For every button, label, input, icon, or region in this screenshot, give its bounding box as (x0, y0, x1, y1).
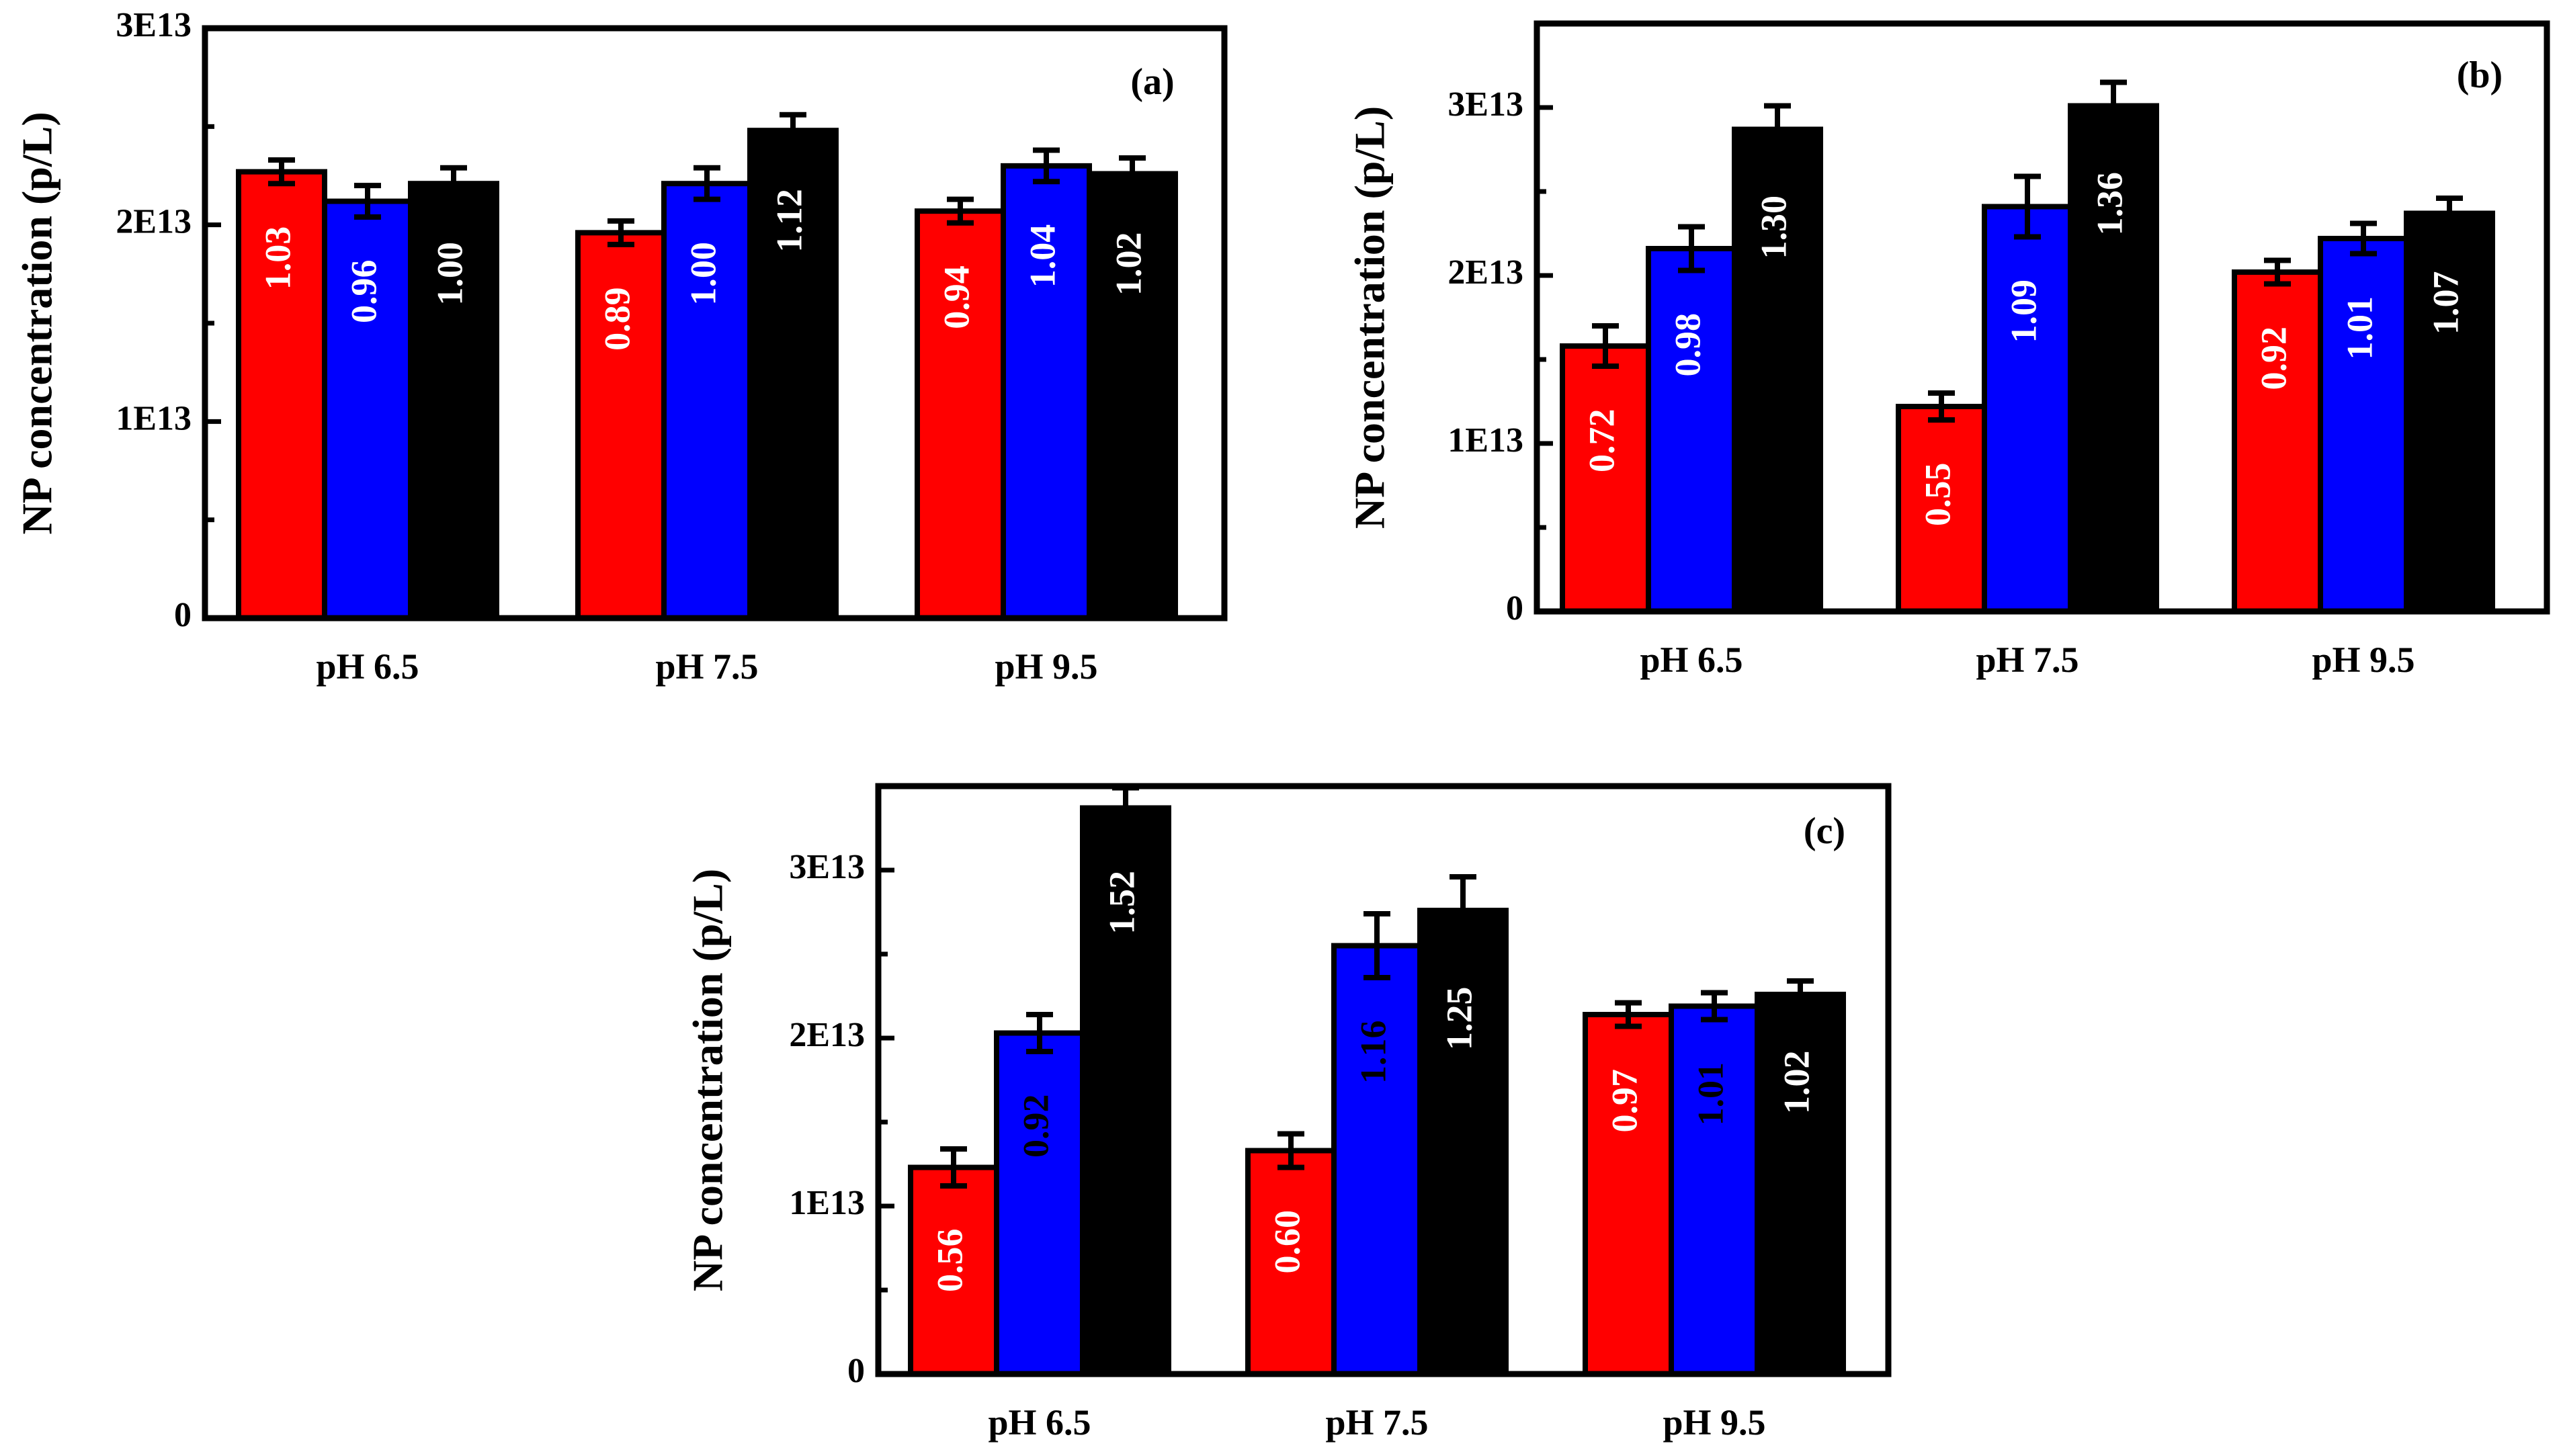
bar (1896, 404, 1987, 614)
panel-tag: (c) (1804, 810, 1845, 852)
bar (1646, 246, 1737, 614)
bar-value-label: 0.94 (936, 265, 976, 329)
bar-value-label: 1.07 (2425, 271, 2466, 335)
y-tick-label: 2E13 (1447, 253, 1523, 292)
panel-tag: (b) (2457, 54, 2503, 96)
y-tick-label: 2E13 (116, 203, 192, 241)
y-tick-label: 2E13 (789, 1016, 865, 1054)
bar (408, 181, 499, 621)
bar-value-label: 0.72 (1581, 409, 1622, 473)
bar-value-label: 1.01 (1690, 1062, 1730, 1126)
x-category-label: pH 6.5 (1640, 640, 1743, 680)
bar-value-label: 1.00 (683, 242, 723, 306)
bar-value-label: 1.00 (429, 242, 470, 306)
axes-frame (1534, 20, 2550, 615)
bar-value-label: 0.55 (1917, 463, 1958, 527)
y-tick-label: 1E13 (116, 399, 192, 437)
y-tick-label: 1E13 (1447, 421, 1523, 460)
bar (236, 169, 327, 621)
y-tick-label: 0 (847, 1352, 865, 1390)
bar-value-label: 1.16 (1353, 1021, 1393, 1084)
y-tick-label: 0 (174, 596, 192, 634)
bar-value-label: 1.02 (1108, 232, 1148, 296)
bar-value-label: 0.96 (343, 259, 384, 323)
bar-value-label: 1.02 (1776, 1051, 1816, 1115)
bar (2404, 210, 2495, 614)
bar-value-label: 1.01 (2339, 296, 2380, 360)
y-axis-title: NP concentration (p/L) (684, 869, 732, 1291)
y-tick-label: 1E13 (789, 1184, 865, 1222)
chart-panel-b: 0.72 0.55 0.92 0.98 1.09 1.01 1.30 1.36 1.07 0 1E1… (1346, 20, 2550, 680)
y-tick-label: 3E13 (116, 6, 192, 44)
bar-value-label: 0.97 (1604, 1069, 1644, 1133)
bar-value-label: 1.09 (2003, 280, 2044, 343)
x-category-label: pH 9.5 (2312, 640, 2415, 680)
bar (1669, 1003, 1760, 1377)
bar-value-label: 0.89 (597, 287, 637, 351)
bar (2318, 236, 2409, 614)
bar-value-label: 0.92 (1015, 1095, 1056, 1158)
chart-panel-c: 0.56 0.60 0.97 0.92 1.16 1.01 1.52 1.25 1.02 0 1E1… (684, 783, 1892, 1443)
x-category-label: pH 9.5 (1663, 1402, 1765, 1443)
bar-value-label: 1.36 (2089, 172, 2130, 236)
axes-frame (875, 783, 1892, 1377)
bar-value-label: 0.60 (1267, 1210, 1307, 1274)
bar (1560, 343, 1651, 614)
bar-value-label: 1.52 (1101, 871, 1142, 935)
y-tick-label: 3E13 (1447, 85, 1523, 124)
bar-value-label: 1.30 (1753, 196, 1794, 259)
x-category-label: pH 7.5 (1976, 640, 2079, 680)
bar (1417, 908, 1509, 1377)
panel-tag: (a) (1130, 61, 1174, 103)
x-category-label: pH 7.5 (1325, 1402, 1428, 1443)
bar (1331, 943, 1423, 1377)
bar-value-label: 0.98 (1667, 313, 1708, 377)
bar (1982, 204, 2073, 614)
x-category-label: pH 7.5 (655, 646, 758, 687)
bar-value-label: 1.04 (1022, 224, 1062, 288)
bar (1583, 1012, 1674, 1377)
x-category-label: pH 9.5 (995, 646, 1097, 687)
chart-panel-a: 1.03 0.89 0.94 0.96 1.00 1.04 1.00 1.12 1.02 0 1E1… (13, 6, 1228, 687)
bar-value-label: 1.25 (1439, 987, 1479, 1051)
bar (1087, 171, 1178, 622)
bar (2232, 269, 2323, 614)
x-category-label: pH 6.5 (988, 1402, 1091, 1443)
y-axis-title: NP concentration (p/L) (1346, 106, 1394, 529)
x-category-label: pH 6.5 (316, 646, 419, 687)
y-tick-label: 3E13 (789, 848, 865, 886)
bar-value-label: 0.92 (2253, 327, 2294, 390)
y-axis-title: NP concentration (p/L) (13, 112, 61, 534)
bar (994, 1030, 1085, 1377)
bar-value-label: 1.12 (769, 189, 809, 253)
y-tick-label: 0 (1506, 589, 1523, 628)
bar-value-label: 1.03 (257, 226, 298, 290)
bar-value-label: 0.56 (929, 1229, 970, 1293)
